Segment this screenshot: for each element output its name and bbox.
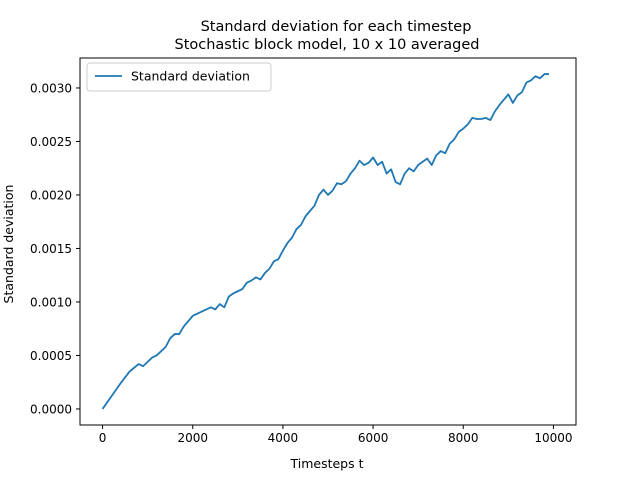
legend-frame <box>86 62 272 92</box>
plot-frame <box>79 57 577 426</box>
legend: Standard deviation <box>86 62 272 92</box>
x-tick-label: 2000 <box>177 431 208 445</box>
y-tick-label: 0.0005 <box>30 349 72 363</box>
y-tick-label: 0.0020 <box>30 188 72 202</box>
chart-subtitle: Stochastic block model, 10 x 10 averaged <box>175 37 480 53</box>
x-tick-label: 4000 <box>268 431 299 445</box>
series-line-0 <box>101 73 549 410</box>
chart-title: Standard deviation for each timestep <box>201 19 472 35</box>
y-tick-label: 0.0010 <box>30 295 72 309</box>
y-tick-label: 0.0015 <box>30 242 72 256</box>
y-tick-label: 0.0000 <box>30 402 72 416</box>
plot-area: 0 2000 4000 6000 8000 10000 0.0000 0.0005 0.0010… <box>30 57 577 445</box>
legend-label: Standard deviation <box>131 69 250 84</box>
y-tick-label: 0.0025 <box>30 135 72 149</box>
x-tick-label: 6000 <box>358 431 389 445</box>
x-tick-label: 8000 <box>448 431 479 445</box>
y-tick-label: 0.0030 <box>30 81 72 95</box>
x-axis-label: Timesteps t <box>289 456 363 471</box>
x-tick-label: 0 <box>99 431 107 445</box>
x-tick-label: 10000 <box>534 431 572 445</box>
y-axis-label: Standard deviation <box>1 185 16 304</box>
